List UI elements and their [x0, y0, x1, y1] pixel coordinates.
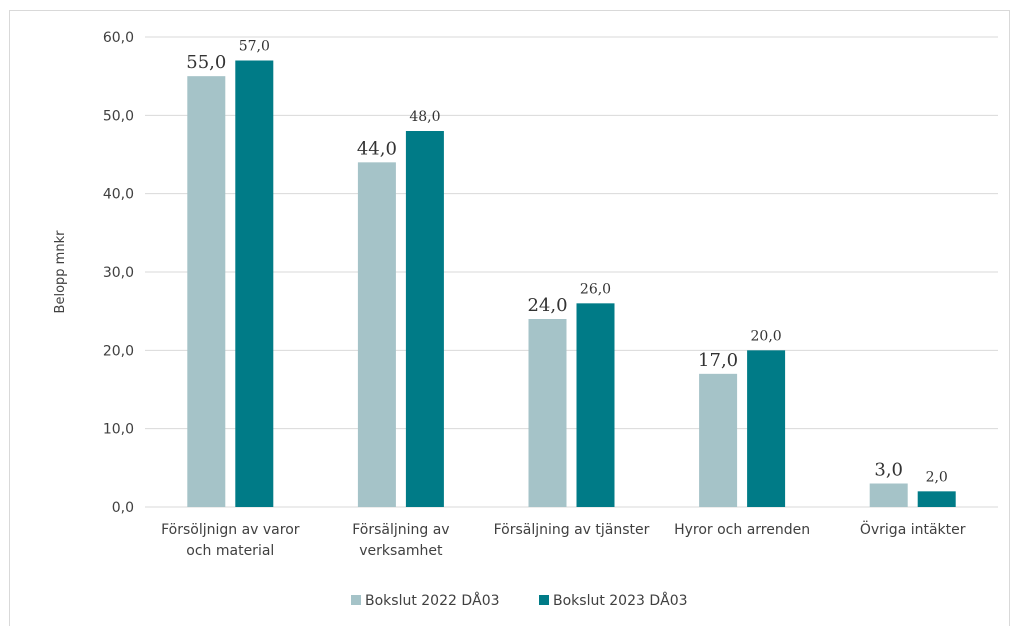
- data-label: 3,0: [874, 460, 903, 481]
- data-label: 55,0: [186, 52, 226, 73]
- x-category-label: Försäljning av tjänster: [494, 522, 650, 538]
- x-category-label: Försöljnign av varor: [161, 522, 300, 538]
- data-label: 26,0: [580, 281, 611, 297]
- legend-label: Bokslut 2023 DÅ03: [553, 592, 688, 609]
- y-tick-label: 30,0: [103, 265, 134, 281]
- x-category-label: Hyror och arrenden: [674, 522, 810, 538]
- data-label: 17,0: [698, 350, 738, 371]
- legend-swatch: [539, 595, 549, 605]
- bar-2022-1: [357, 162, 396, 508]
- y-tick-label: 10,0: [103, 422, 134, 438]
- data-label: 44,0: [357, 138, 397, 159]
- chart-frame: [9, 10, 1010, 626]
- bar-2023-1: [405, 131, 444, 507]
- x-category-label: och material: [186, 543, 274, 559]
- bar-2023-3: [747, 350, 786, 507]
- bar-2023-4: [917, 491, 956, 507]
- y-tick-label: 20,0: [103, 343, 134, 359]
- y-tick-label: 40,0: [103, 187, 134, 203]
- y-axis-title: Belopp mnkr: [53, 230, 68, 314]
- y-tick-label: 60,0: [103, 30, 134, 46]
- x-category-label: verksamhet: [359, 543, 443, 559]
- data-label: 20,0: [751, 328, 782, 344]
- bar-2022-0: [187, 76, 226, 508]
- x-category-label: Övriga intäkter: [860, 520, 966, 538]
- data-label: 48,0: [409, 109, 440, 125]
- bar-2023-2: [576, 303, 615, 507]
- legend-label: Bokslut 2022 DÅ03: [365, 592, 500, 609]
- y-tick-label: 0,0: [112, 500, 134, 516]
- data-label: 2,0: [926, 469, 948, 485]
- y-tick-label: 50,0: [103, 108, 134, 124]
- bar-2022-2: [528, 319, 567, 507]
- legend-swatch: [351, 595, 361, 605]
- bar-2023-0: [235, 60, 274, 507]
- bar-2022-4: [869, 483, 908, 507]
- data-label: 24,0: [527, 295, 567, 316]
- x-category-label: Försäljning av: [352, 522, 449, 538]
- bar-2022-3: [699, 373, 738, 507]
- data-label: 57,0: [239, 39, 270, 55]
